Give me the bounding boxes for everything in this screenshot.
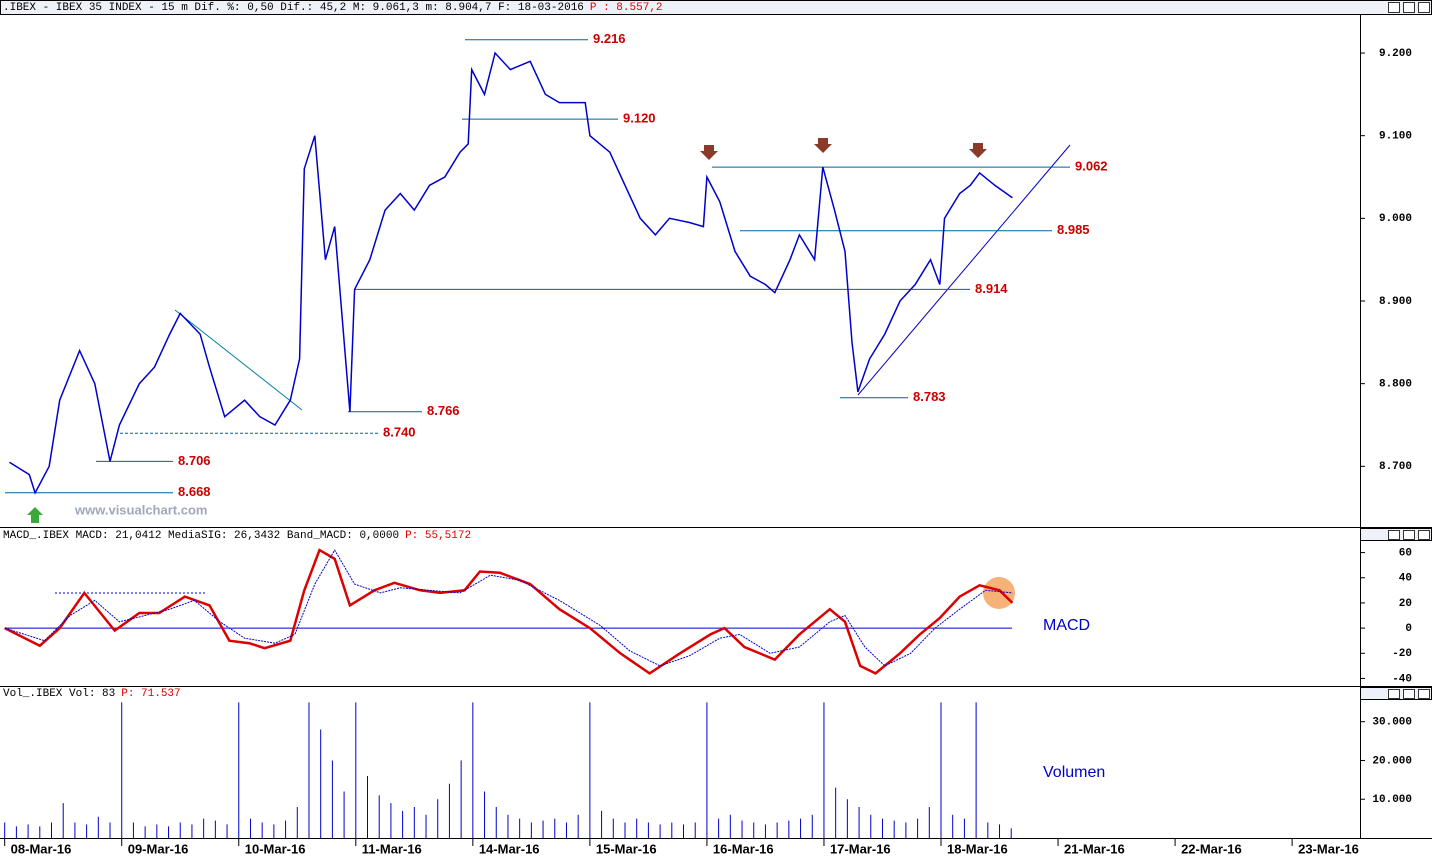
panel-label: MACD [1043, 617, 1090, 634]
y-tick-label: -40 [1392, 673, 1412, 685]
minimize-button[interactable] [1388, 2, 1400, 13]
level-label: 9.216 [593, 31, 626, 46]
y-tick-label: 20.000 [1372, 755, 1412, 767]
close-button[interactable] [1418, 2, 1430, 13]
trend-line [174, 309, 303, 411]
y-tick-label: 0 [1405, 623, 1412, 635]
x-tick-label: 14-Mar-16 [479, 841, 540, 856]
x-tick-label: 21-Mar-16 [1064, 841, 1125, 856]
panel-header: Vol_.IBEX Vol: 83 P: 71.537 [3, 688, 181, 700]
level-label: 8.706 [178, 453, 211, 468]
maximize-button[interactable] [1403, 2, 1415, 13]
watermark: www.visualchart.com [74, 502, 207, 517]
series-line [4, 549, 1013, 667]
level-label: 9.062 [1075, 159, 1108, 174]
trend-line [857, 144, 1071, 396]
minimize-button[interactable] [1388, 689, 1400, 699]
x-tick-label: 10-Mar-16 [245, 841, 306, 856]
arrows [700, 138, 987, 160]
header-price: P : 8.557,2 [590, 2, 663, 14]
close-button[interactable] [1418, 689, 1430, 699]
series-line [4, 548, 1014, 675]
series-line [9, 51, 1013, 495]
level-label: 9.120 [623, 111, 656, 126]
minimize-button[interactable] [1388, 530, 1400, 540]
header-price: P: 71.537 [121, 688, 180, 700]
header-price: P: 55,5172 [405, 530, 471, 542]
close-button[interactable] [1418, 530, 1430, 540]
y-tick-label: 8.900 [1379, 296, 1412, 308]
y-tick-label: 9.200 [1379, 48, 1412, 60]
y-tick-label: 8.700 [1379, 461, 1412, 473]
level-label: 8.914 [975, 281, 1008, 296]
frames [0, 0, 1432, 839]
x-tick-label: 23-Mar-16 [1298, 841, 1359, 856]
y-tick-label: 9.100 [1379, 131, 1412, 143]
x-tick-label: 08-Mar-16 [11, 841, 72, 856]
x-tick-label: 22-Mar-16 [1181, 841, 1242, 856]
y-tick-label: 40 [1399, 573, 1412, 585]
level-label: 8.985 [1057, 222, 1090, 237]
level-label: 8.783 [913, 389, 946, 404]
up-arrow [27, 507, 43, 523]
level-label: 8.740 [383, 425, 416, 440]
y-tick-label: 20 [1399, 598, 1412, 610]
panel-label: Volumen [1043, 764, 1105, 781]
level-label: 8.668 [178, 484, 211, 499]
x-tick-label: 15-Mar-16 [596, 841, 657, 856]
x-tick-label: 18-Mar-16 [947, 841, 1008, 856]
maximize-button[interactable] [1403, 530, 1415, 540]
highlight-circle [983, 577, 1015, 609]
x-tick-label: 16-Mar-16 [713, 841, 774, 856]
panel-header: MACD_.IBEX MACD: 21,0412 MediaSIG: 26,34… [3, 530, 471, 542]
y-tick-label: -20 [1392, 648, 1412, 660]
y-tick-label: 60 [1399, 547, 1412, 559]
x-tick-label: 17-Mar-16 [830, 841, 891, 856]
x-tick-label: 11-Mar-16 [362, 841, 422, 856]
window-buttons [1388, 2, 1430, 699]
x-tick-label: 09-Mar-16 [128, 841, 189, 856]
y-tick-label: 10.000 [1372, 794, 1412, 806]
header-text: Vol_.IBEX Vol: 83 [3, 688, 115, 700]
header-text: .IBEX - IBEX 35 INDEX - 15 m Dif. %: 0,5… [3, 2, 584, 14]
y-tick-label: 9.000 [1379, 213, 1412, 225]
y-tick-label: 30.000 [1372, 717, 1412, 729]
maximize-button[interactable] [1403, 689, 1415, 699]
level-label: 8.766 [427, 403, 460, 418]
y-tick-label: 8.800 [1379, 379, 1412, 391]
header-text: MACD_.IBEX MACD: 21,0412 MediaSIG: 26,34… [3, 530, 399, 542]
panel-header: .IBEX - IBEX 35 INDEX - 15 m Dif. %: 0,5… [3, 2, 663, 14]
